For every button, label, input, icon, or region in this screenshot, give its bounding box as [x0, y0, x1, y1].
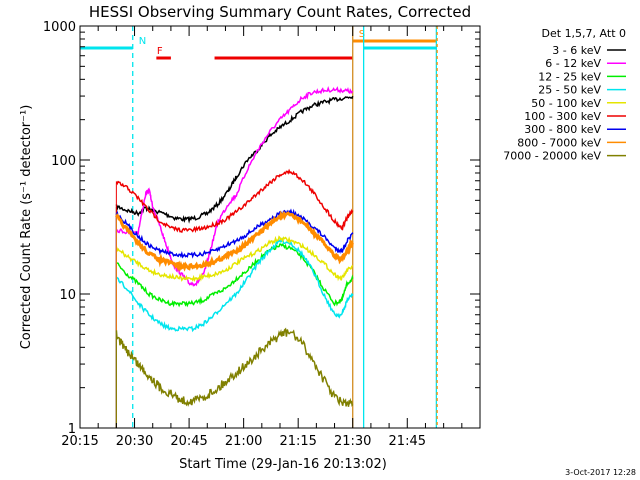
flag-label-n: N — [139, 36, 146, 47]
legend-label: 3 - 6 keV — [552, 44, 601, 57]
legend-label: 6 - 12 keV — [545, 57, 601, 70]
series-line-7 — [115, 210, 354, 272]
flag-label-f: F — [157, 46, 163, 57]
chart-title: HESSI Observing Summary Count Rates, Cor… — [89, 3, 471, 21]
series-line-0 — [115, 95, 354, 224]
y-tick-label: 1 — [68, 422, 76, 437]
y-axis-label: Corrected Count Rate (s⁻¹ detector⁻¹) — [19, 105, 34, 350]
x-tick-label: 21:45 — [389, 434, 426, 449]
legend-title: Det 1,5,7, Att 0 — [542, 27, 626, 40]
legend-label: 300 - 800 keV — [524, 123, 601, 136]
legend-label: 25 - 50 keV — [538, 84, 601, 97]
series-line-1 — [116, 85, 354, 287]
x-axis-label: Start Time (29-Jan-16 20:13:02) — [179, 457, 387, 472]
series-line-5 — [115, 168, 354, 234]
plot-layer: NF S — [80, 26, 438, 428]
x-tick-label: 21:00 — [225, 434, 262, 449]
series-line-4 — [115, 235, 354, 282]
legend-label: 800 - 7000 keV — [517, 136, 601, 149]
flag-label-s: S — [359, 29, 365, 40]
y-tick-label: 100 — [51, 154, 76, 169]
axes-layer: 1 10 100 1000 20:15 20:30 20:45 21:00 21:15 21:30… — [43, 20, 481, 449]
legend-label: 100 - 300 keV — [524, 110, 601, 123]
series-line-8 — [115, 327, 354, 407]
footer-timestamp: 3-Oct-2017 12:28 — [565, 468, 636, 477]
y-tick-label: 10 — [59, 288, 76, 303]
series-line-2 — [115, 243, 354, 308]
x-tick-label: 21:30 — [334, 434, 371, 449]
legend-label: 7000 - 20000 keV — [503, 150, 601, 163]
y-tick-label: 1000 — [43, 20, 76, 35]
x-tick-label: 20:45 — [170, 434, 207, 449]
x-tick-label: 20:30 — [116, 434, 153, 449]
x-tick-label: 21:15 — [279, 434, 316, 449]
x-tick-label: 20:15 — [61, 434, 98, 449]
series-line-3 — [115, 237, 354, 333]
legend-label: 12 - 25 keV — [538, 70, 601, 83]
series-line-6 — [115, 208, 354, 259]
legend-label: 50 - 100 keV — [531, 97, 601, 110]
